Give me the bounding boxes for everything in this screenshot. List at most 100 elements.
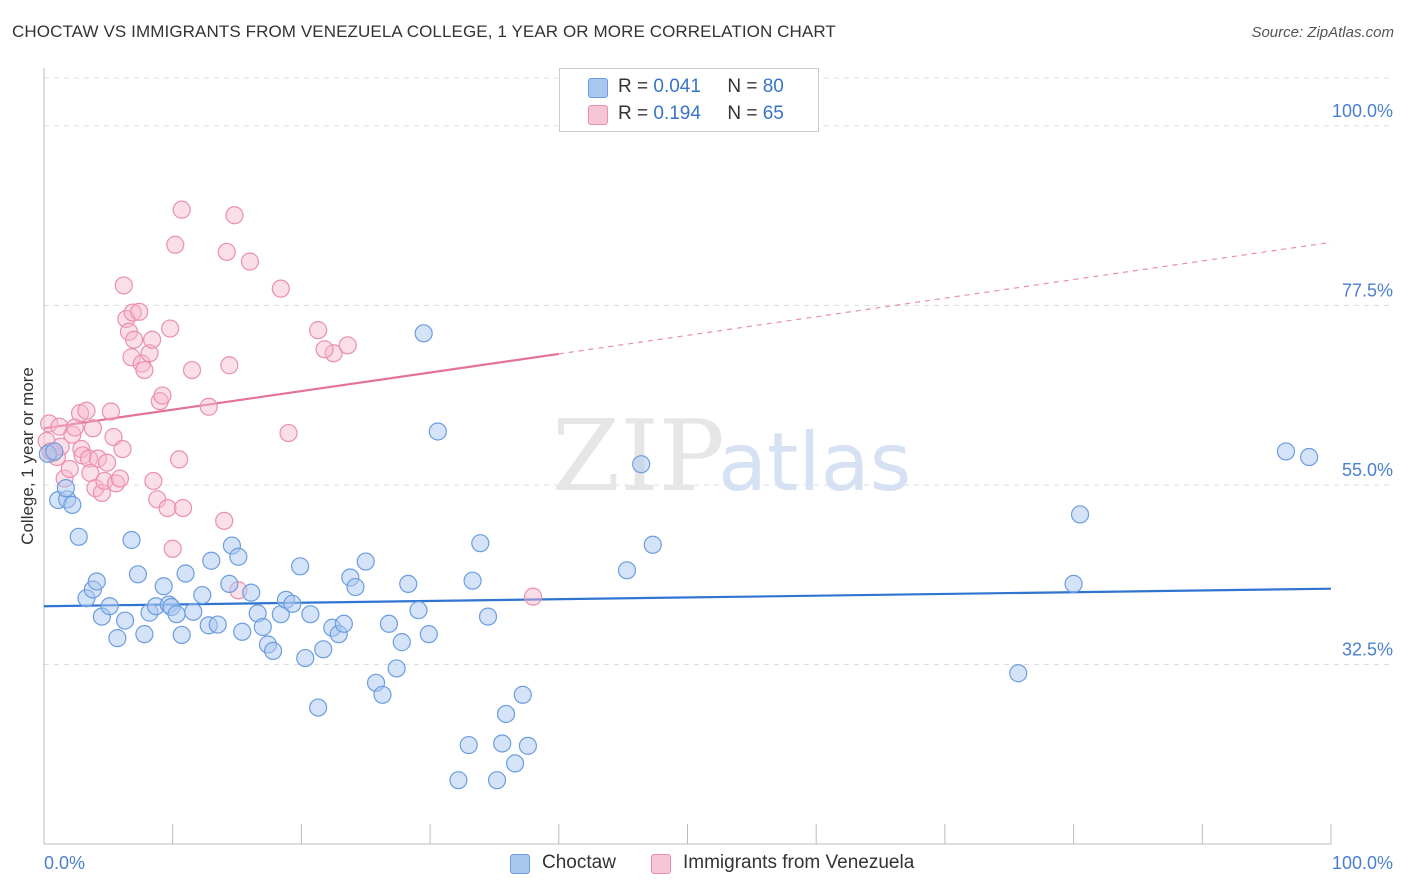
trend-line-venezuela (43, 352, 559, 430)
watermark: ZIP atlas (552, 400, 911, 514)
data-point-venezuela (153, 386, 172, 405)
data-point-venezuela (173, 498, 193, 518)
data-point-choctaw (301, 605, 320, 624)
data-point-choctaw (108, 629, 127, 648)
data-point-venezuela (63, 425, 82, 444)
data-point-venezuela (77, 401, 96, 420)
data-point-choctaw (643, 535, 662, 554)
data-point-venezuela (130, 302, 149, 321)
data-point-choctaw (135, 625, 154, 644)
data-point-venezuela (161, 319, 180, 338)
data-point-choctaw (487, 771, 507, 790)
y-tick-label: 32.5% (1342, 639, 1393, 659)
data-point-choctaw (176, 564, 195, 583)
data-point-choctaw (69, 527, 88, 546)
chart-title: CHOCTAW VS IMMIGRANTS FROM VENEZUELA COL… (12, 22, 836, 41)
data-point-venezuela (217, 242, 236, 262)
data-point-venezuela (271, 279, 290, 298)
data-point-choctaw (45, 442, 64, 461)
data-point-venezuela (215, 511, 234, 530)
trend-line-venezuela-extension (558, 241, 1332, 355)
data-point-venezuela (95, 471, 114, 491)
data-point-choctaw (87, 572, 106, 591)
data-point-choctaw (184, 602, 203, 621)
data-point-venezuela (166, 235, 185, 254)
data-point-choctaw (193, 585, 212, 605)
y-axis-label: College, 1 year or more (18, 367, 37, 545)
x-tick-label-min: 0.0% (44, 853, 85, 873)
data-point-choctaw (56, 479, 75, 498)
data-point-venezuela (140, 344, 159, 363)
data-point-choctaw (172, 625, 191, 645)
y-tick-labels: 32.5% 55.0% 77.5% 100.0% (1332, 101, 1393, 660)
series-venezuela-points (37, 200, 543, 606)
data-point-choctaw (202, 551, 221, 570)
data-point-choctaw (373, 685, 392, 704)
data-point-choctaw (229, 547, 248, 566)
y-tick-label: 55.0% (1342, 460, 1393, 480)
legend-r-label: R = (618, 103, 649, 124)
data-point-choctaw (242, 583, 261, 602)
data-point-choctaw (122, 530, 141, 550)
data-point-venezuela (110, 469, 130, 488)
data-point-venezuela (172, 200, 191, 219)
legend-r-value: 0.041 (653, 76, 701, 97)
data-point-venezuela (240, 252, 260, 271)
data-point-choctaw (1070, 505, 1090, 524)
y-tick-label: 100.0% (1332, 101, 1393, 121)
data-point-choctaw (496, 704, 516, 724)
trend-lines (43, 241, 1332, 608)
data-point-choctaw (387, 659, 406, 678)
data-point-venezuela (101, 402, 121, 421)
data-point-choctaw (356, 552, 375, 571)
data-point-venezuela (220, 356, 239, 375)
legend-n-value: 65 (762, 103, 784, 124)
data-point-venezuela (163, 539, 182, 558)
data-point-choctaw (100, 597, 119, 616)
data-point-choctaw (296, 648, 315, 668)
data-point-venezuela (523, 587, 543, 606)
legend-r-label: R = (618, 76, 649, 97)
data-point-venezuela (122, 348, 141, 367)
x-tick-label-max: 100.0% (1332, 853, 1393, 873)
data-point-choctaw (283, 594, 302, 613)
bottom-legend-swatch-venezuela (651, 854, 671, 874)
data-point-choctaw (1064, 574, 1083, 593)
data-point-choctaw (449, 771, 468, 790)
source-label: Source: ZipAtlas.com (1251, 24, 1394, 41)
data-point-choctaw (513, 685, 532, 704)
data-point-choctaw (128, 565, 148, 584)
y-tick-label: 77.5% (1342, 280, 1393, 300)
data-point-choctaw (399, 574, 418, 593)
data-point-choctaw (220, 574, 239, 593)
data-point-choctaw (167, 605, 186, 624)
x-tick-labels: 0.0% 100.0% (44, 853, 1393, 873)
data-point-venezuela (225, 206, 244, 225)
data-point-choctaw (493, 734, 512, 753)
data-point-choctaw (115, 611, 135, 630)
data-point-choctaw (63, 495, 82, 514)
data-point-venezuela (123, 303, 142, 322)
data-point-venezuela (40, 414, 59, 433)
data-point-venezuela (279, 423, 298, 443)
data-point-venezuela (60, 459, 79, 479)
data-point-choctaw (518, 736, 538, 755)
data-point-choctaw (309, 698, 328, 717)
data-point-venezuela (88, 449, 108, 468)
data-point-venezuela (72, 439, 91, 459)
data-point-choctaw (291, 557, 310, 576)
data-point-choctaw (617, 561, 637, 580)
data-point-venezuela (158, 498, 177, 518)
data-point-venezuela (182, 360, 202, 380)
data-point-choctaw (414, 324, 433, 343)
data-point-venezuela (135, 360, 154, 380)
data-point-choctaw (154, 577, 173, 596)
data-point-venezuela (338, 336, 357, 355)
legend: R = 0.041 N = 80 R = 0.194 N = 65 (559, 68, 819, 132)
data-point-choctaw (478, 607, 498, 626)
data-point-choctaw (379, 614, 399, 633)
legend-n-label: N = (727, 76, 758, 97)
data-point-choctaw (392, 633, 411, 652)
data-point-choctaw (346, 577, 365, 597)
